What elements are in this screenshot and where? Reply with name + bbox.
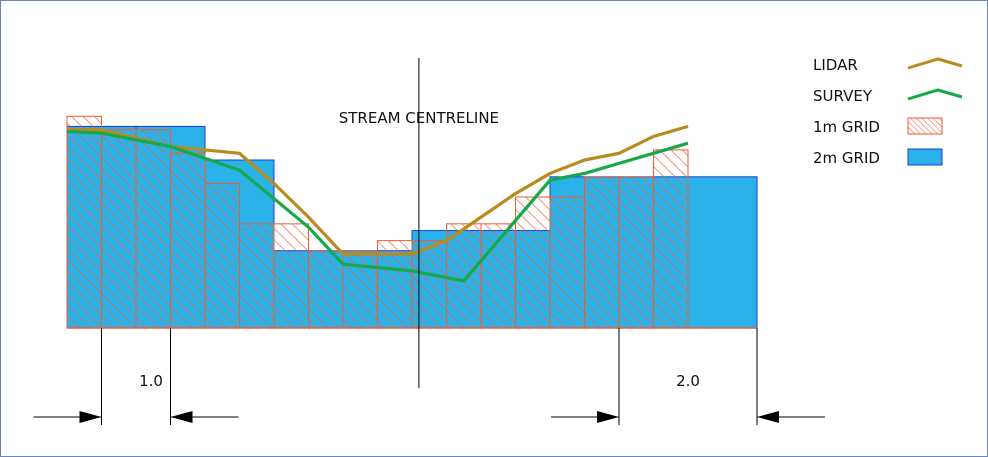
grid-1m-bar <box>653 149 689 329</box>
grid-1m-bar <box>308 250 344 329</box>
grid-1m-bar <box>446 223 482 329</box>
grid-1m-bar <box>66 115 102 329</box>
grid-1m-bar <box>273 223 309 329</box>
legend-swatch <box>907 57 963 70</box>
grid-1m-bar <box>170 152 206 329</box>
dimension-label: 2.0 <box>676 372 700 390</box>
legend-label: 1m GRID <box>813 118 880 136</box>
grid-1m-bar <box>342 250 378 329</box>
legend-swatch <box>907 148 943 166</box>
legend-label: 2m GRID <box>813 149 880 167</box>
legend-swatch <box>907 88 963 101</box>
dimension-label: 1.0 <box>139 372 163 390</box>
legend: LIDAR SURVEY 1m GRID 2m GRID <box>813 56 963 167</box>
legend-label: SURVEY <box>813 87 873 105</box>
legend-label: LIDAR <box>813 56 858 74</box>
dimension-arrowhead <box>170 411 193 423</box>
grid-1m-bar <box>549 196 585 329</box>
grid-1m-bar <box>101 129 137 329</box>
dimension-arrowhead <box>597 411 619 423</box>
grid-1m-bar <box>239 223 275 329</box>
grid-1m-bars <box>66 115 689 329</box>
dimension-arrowhead <box>79 411 102 423</box>
legend-swatch <box>907 117 943 135</box>
grid-1m-bar <box>618 176 654 329</box>
grid-1m-bar <box>204 183 240 329</box>
grid-2m-bar <box>687 176 758 329</box>
dimension-arrowhead <box>757 411 779 423</box>
lidar-profile-line <box>67 124 689 256</box>
grid-1m-bar <box>584 176 620 329</box>
dimension-markers: 1.0 2.0 <box>33 328 825 425</box>
stream-centreline-label: STREAM CENTRELINE <box>339 109 499 127</box>
survey-profile-line <box>66 129 689 283</box>
grid-1m-bar <box>135 129 171 329</box>
